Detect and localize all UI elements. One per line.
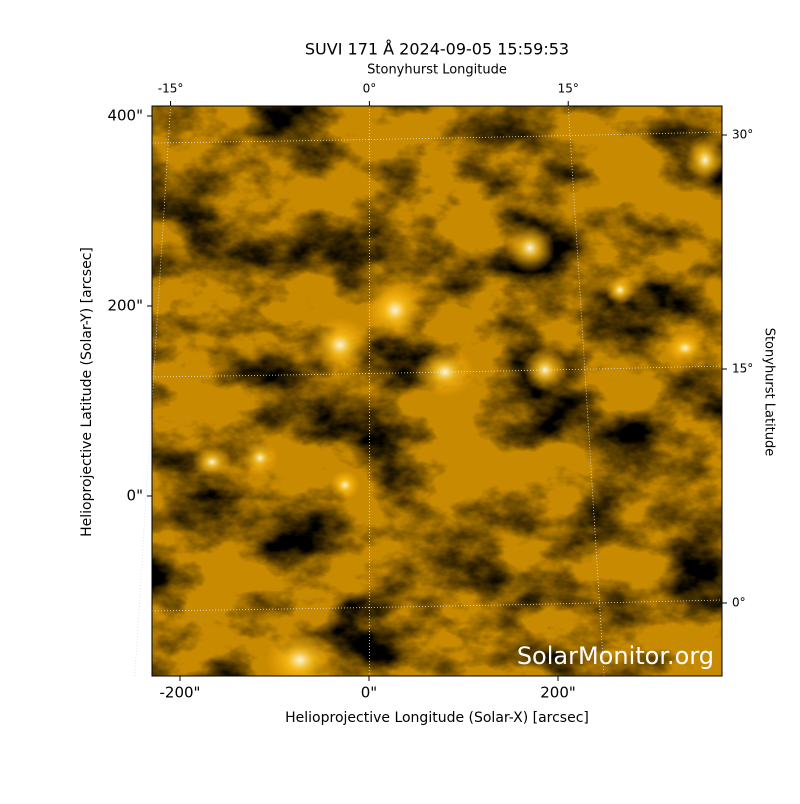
x2-tick-label: 0° xyxy=(363,82,377,96)
watermark: SolarMonitor.org xyxy=(517,642,714,670)
bright-region xyxy=(265,630,335,690)
bright-region xyxy=(242,440,278,476)
x2-axis-label: Stonyhurst Longitude xyxy=(367,63,507,78)
y-tick-label: 200" xyxy=(107,296,143,314)
y2-axis-label: Stonyhurst Latitude xyxy=(762,328,777,457)
chart-title: SUVI 171 Å 2024-09-05 15:59:53 xyxy=(305,40,569,59)
y-tick-label: 0" xyxy=(127,486,143,504)
x-tick-label: 200" xyxy=(540,684,576,702)
bright-region xyxy=(605,275,635,305)
x2-tick-label: -15° xyxy=(158,82,184,96)
x-tick-label: -200" xyxy=(159,684,200,702)
y2-tick-label: 15° xyxy=(732,362,753,376)
bright-region xyxy=(505,223,555,273)
bright-region xyxy=(365,280,425,340)
y2-tick-label: 0° xyxy=(732,595,746,609)
y2-tick-label: 30° xyxy=(732,128,753,142)
bright-region xyxy=(685,135,725,185)
x2-tick-label: 15° xyxy=(558,82,579,96)
solar-image xyxy=(152,106,725,690)
bright-region xyxy=(330,470,360,500)
bright-region xyxy=(310,317,370,373)
x-tick-label: 0" xyxy=(361,684,377,702)
bright-region xyxy=(665,332,705,364)
y-axis-label: Helioprojective Latitude (Solar-Y) [arcs… xyxy=(79,247,95,537)
bright-region xyxy=(415,347,475,397)
bright-region xyxy=(192,446,232,478)
x-axis-label: Helioprojective Longitude (Solar-X) [arc… xyxy=(285,710,589,726)
y-tick-label: 400" xyxy=(107,106,143,124)
